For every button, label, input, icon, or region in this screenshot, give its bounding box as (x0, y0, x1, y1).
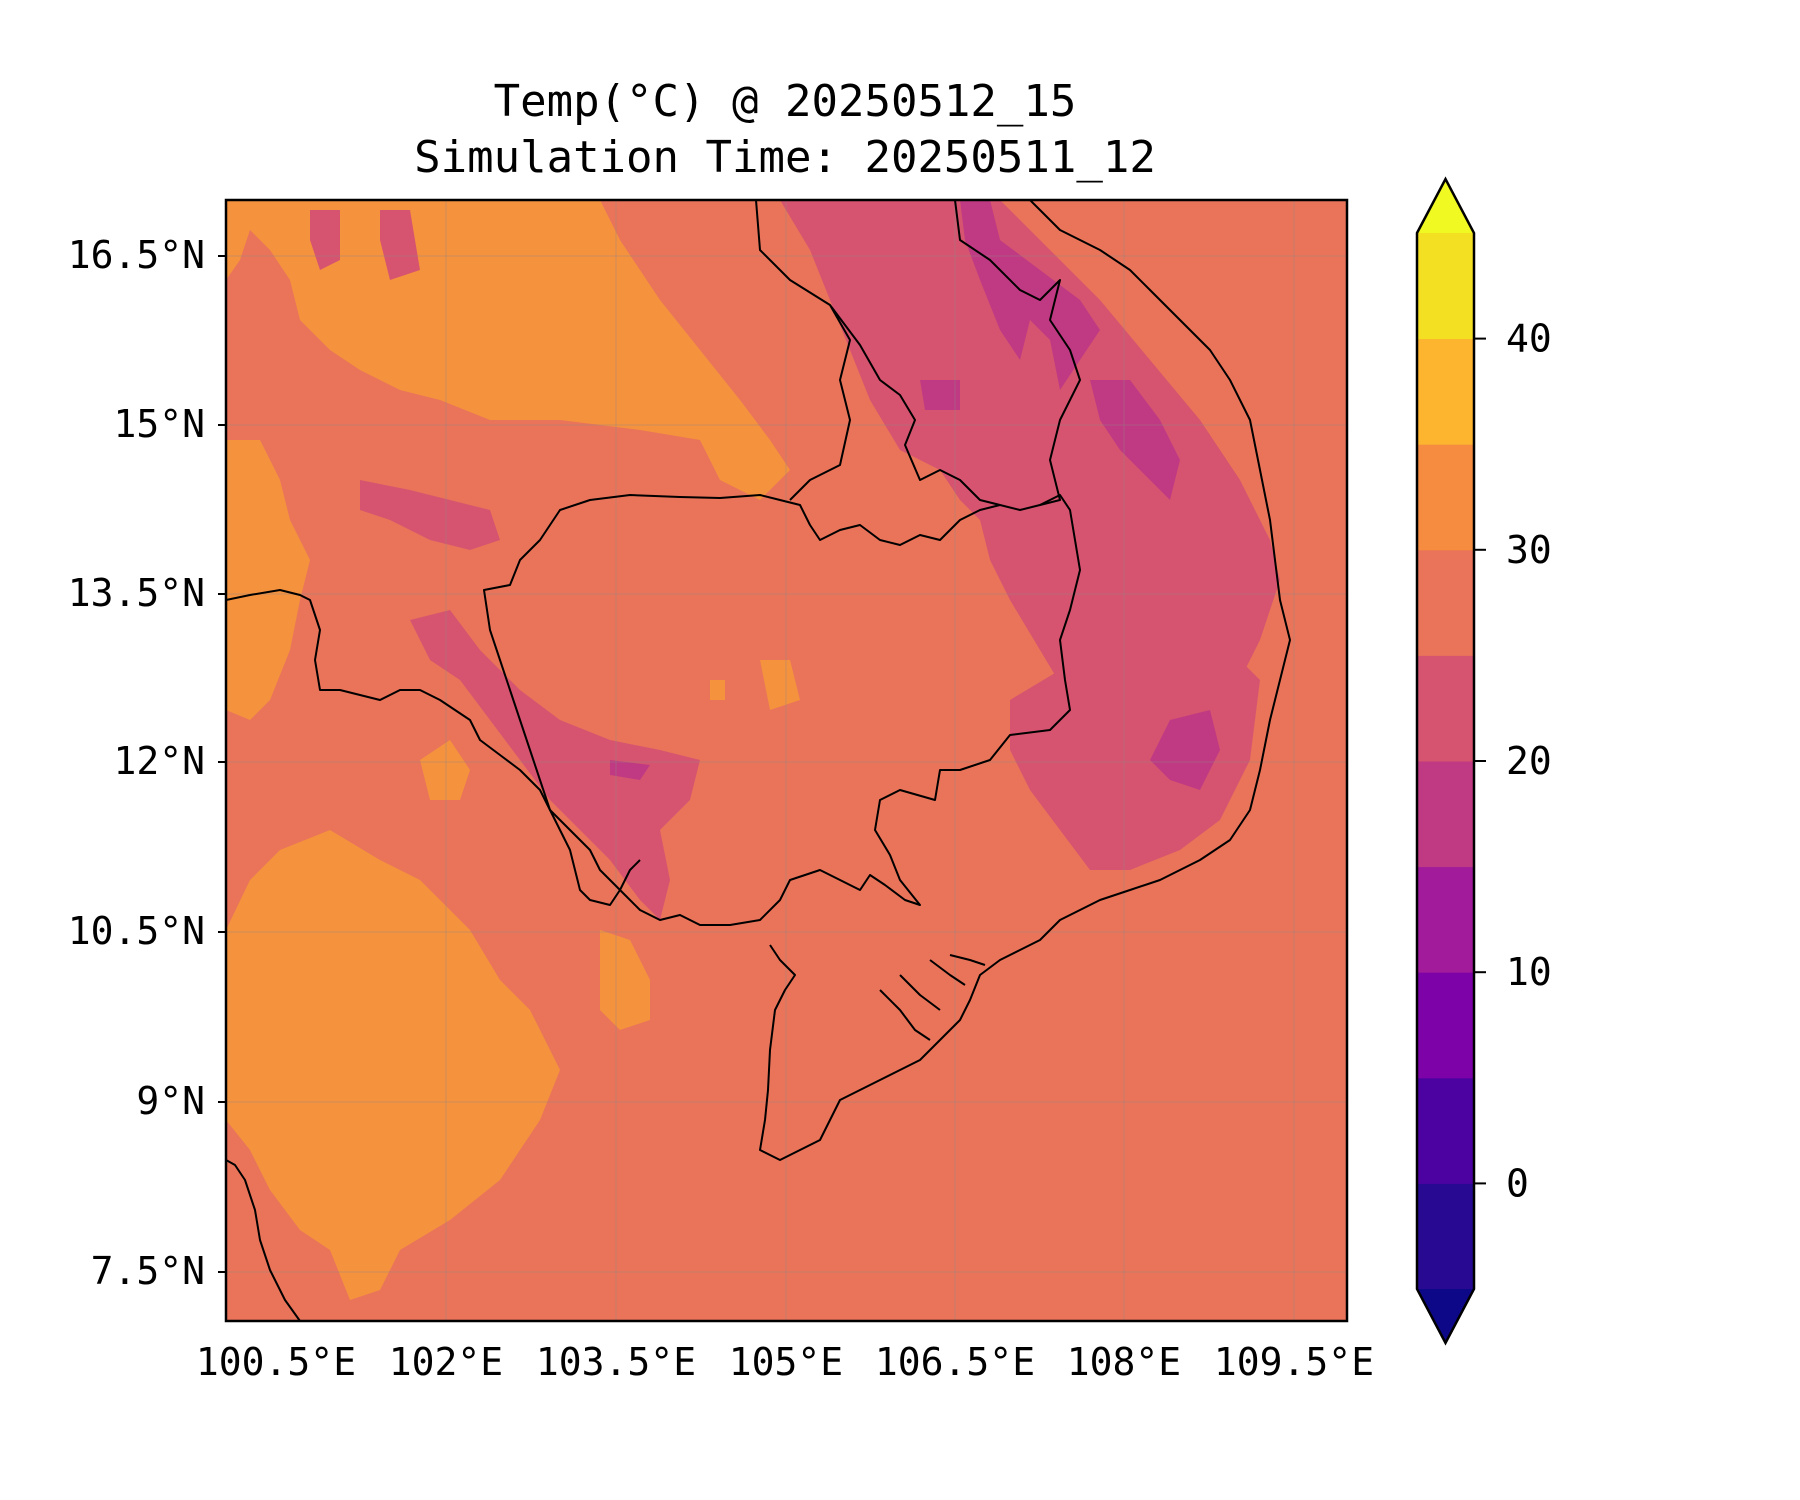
x-tick-label: 105°E (729, 1340, 843, 1384)
colorbar-segment (1417, 549, 1474, 656)
warm-region-small-1 (420, 740, 470, 800)
malay-peninsula-coast (226, 1159, 301, 1321)
x-tick-labels: 100.5°E 102°E 103.5°E 105°E 106.5°E 108°… (196, 1340, 1374, 1384)
vietnam-coast (759, 200, 1291, 1161)
warm-region-west-strip (226, 440, 310, 720)
y-tick-label: 10.5°N (68, 909, 205, 953)
temperature-map (226, 200, 1347, 1321)
colorbar-tick-label: 30 (1506, 528, 1552, 572)
cool-region-cardamom (410, 610, 700, 920)
warm-region-small-3 (710, 680, 725, 700)
colorbar-tick-label: 0 (1506, 1161, 1529, 1205)
y-tick-label: 13.5°N (68, 571, 205, 615)
title-line-1: Temp(°C) @ 20250512_15 (494, 76, 1077, 127)
y-tick-label: 9°N (136, 1079, 205, 1123)
thailand-gulf-coast (226, 589, 641, 906)
cooler-region-plateau (1150, 710, 1220, 790)
colorbar-segment (1417, 233, 1474, 340)
boundaries (226, 200, 1291, 1321)
colorbar-segment (1417, 866, 1474, 973)
y-tick-labels: 16.5°N 15°N 13.5°N 12°N 10.5°N 9°N 7.5°N (68, 233, 205, 1293)
x-tick-label: 108°E (1067, 1340, 1181, 1384)
colorbar-outline (1415, 176, 1476, 1346)
colorbar-tick-label: 40 (1506, 317, 1552, 361)
cooler-region-annamite-central (1090, 380, 1180, 500)
cool-region-north-spots (310, 210, 420, 280)
colorbar-segment (1417, 338, 1474, 445)
x-tick-label: 103.5°E (536, 1340, 696, 1384)
y-tick-label: 12°N (113, 739, 205, 783)
warm-region-small-2 (760, 660, 800, 710)
y-tick-label: 16.5°N (68, 233, 205, 277)
cambodia-border (483, 494, 1081, 926)
colorbar-tick-label: 10 (1506, 950, 1552, 994)
map-tick-marks (218, 255, 226, 1273)
laos-border (755, 200, 1081, 506)
cool-region-north-strip (360, 480, 500, 550)
colorbar-segment (1417, 1183, 1474, 1290)
colorbar-segment (1417, 972, 1474, 1079)
colorbar: 0 10 20 30 40 (1415, 176, 1552, 1346)
x-tick-label: 102°E (389, 1340, 503, 1384)
colorbar-segment (1417, 761, 1474, 868)
colorbar-segment (1417, 655, 1474, 762)
gridlines (226, 200, 1347, 1321)
warm-region-northwest (226, 200, 790, 500)
map-frame (224, 198, 1349, 1323)
warm-region-gulf-island (600, 930, 650, 1030)
mekong-delta-channels (879, 954, 986, 1041)
colorbar-segment (1417, 444, 1474, 551)
x-tick-label: 109.5°E (1214, 1340, 1374, 1384)
y-tick-label: 15°N (113, 402, 205, 446)
colorbar-tick-label: 20 (1506, 739, 1552, 783)
cool-region-south-highlands (1010, 620, 1260, 870)
colorbar-extend-over (1417, 179, 1474, 233)
cool-region-northeast (780, 200, 1280, 760)
colorbar-segment (1417, 1077, 1474, 1184)
x-tick-label: 106.5°E (875, 1340, 1035, 1384)
title-line-2: Simulation Time: 20250511_12 (414, 132, 1156, 183)
y-tick-label: 7.5°N (91, 1249, 205, 1293)
warm-region-southwest (226, 830, 560, 1300)
colorbar-extend-under (1417, 1289, 1474, 1343)
x-tick-label: 100.5°E (196, 1340, 356, 1384)
